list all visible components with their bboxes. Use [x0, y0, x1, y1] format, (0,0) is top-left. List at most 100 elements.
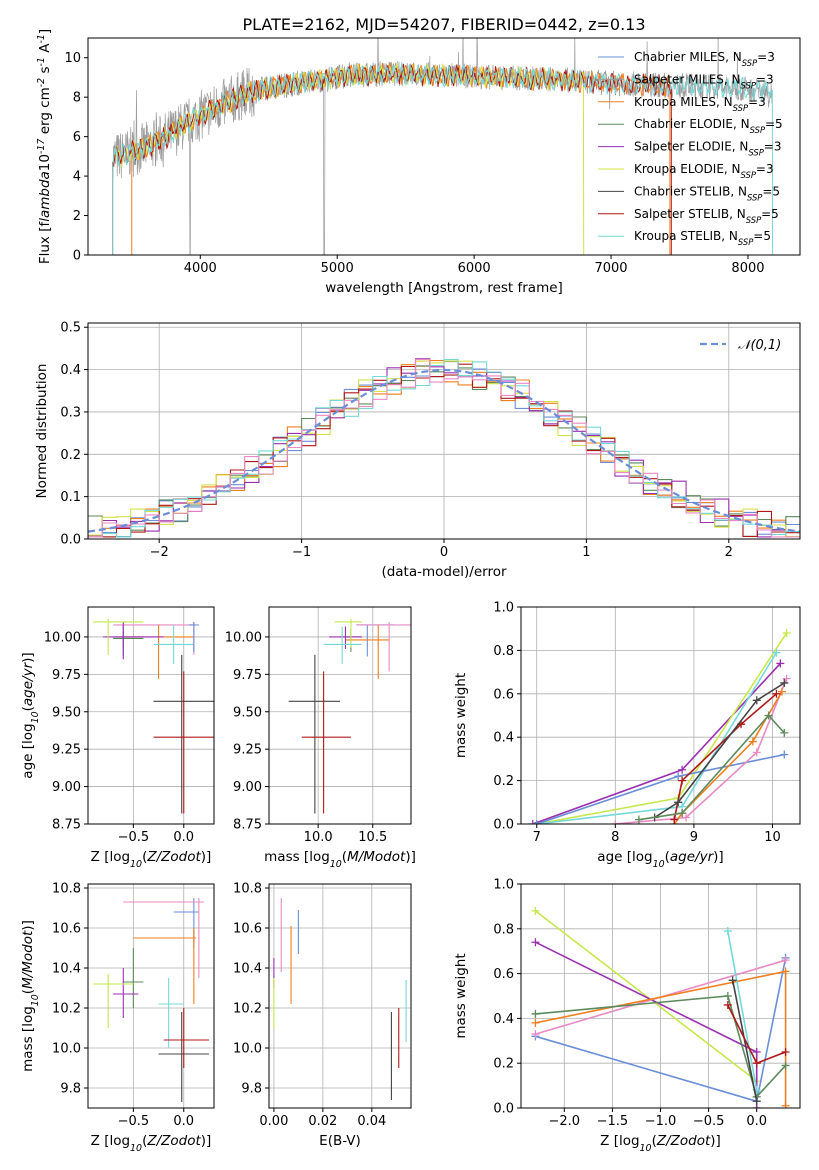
x-tick-label: −1.0: [645, 1114, 677, 1129]
y-tick-label: 1.0: [493, 878, 514, 893]
weight-point-marker: [682, 813, 691, 822]
chart-mass-vs-extinction: 0.00 0.02 0.04 9.8 10.0 10.2 10.4 10.6 10.8 E(B-V…: [233, 882, 412, 1149]
x-tick-label: −0.5: [693, 1114, 725, 1129]
y-tick-label: 9.75: [233, 668, 262, 683]
weight-point-marker: [528, 820, 537, 824]
y-tick-label: 2: [73, 209, 81, 224]
legend-label: Kroupa STELIB, NSSP=5: [634, 229, 771, 247]
model-spectrum-line: [112, 62, 585, 255]
plot-area: [531, 906, 790, 1108]
y-tick-label: 8: [73, 91, 81, 106]
weight-point-marker: [678, 809, 687, 818]
x-tick-label: −0.5: [118, 830, 150, 845]
y-tick-label: 0.4: [60, 363, 81, 378]
legend-label: Salpeter MILES, NSSP=3: [634, 72, 774, 90]
y-tick-label: 9.00: [52, 780, 81, 795]
weight-point-marker: [781, 1061, 790, 1070]
weight-point-marker: [777, 687, 786, 696]
y-tick-label: 0.2: [493, 1057, 514, 1072]
weight-point-marker: [728, 976, 737, 985]
plot-area: [88, 358, 800, 538]
weight-point-marker: [752, 748, 761, 757]
weight-series-line: [615, 678, 788, 824]
weight-point-marker: [752, 1097, 761, 1106]
legend-label: 𝒩(0,1): [738, 338, 781, 353]
legend-label: Chabrier STELIB, NSSP=5: [634, 184, 780, 202]
y-tick-label: 0.0: [60, 533, 81, 548]
weight-series-line: [638, 714, 785, 821]
y-tick-label: 0.0: [493, 818, 514, 833]
weight-point-marker: [782, 629, 791, 638]
y-tick-label: 0.3: [60, 405, 81, 420]
chart-residuals: −2 −1 0 1 2 0.0 0.1 0.2 0.3 0.4 0.5 (data-model)/er…: [34, 321, 801, 580]
chart-weight-vs-metallicity: −2.0 −1.5 −1.0 −0.5 0.0 0.0 0.2 0.4 0.6 0.8 1.0 Z […: [453, 878, 801, 1154]
x-tick-label: 5000: [321, 261, 354, 276]
x-tick-label: 7: [533, 830, 541, 845]
legend-label: Salpeter STELIB, NSSP=5: [634, 207, 779, 225]
y-tick-label: 0.5: [60, 321, 81, 336]
weight-point-marker: [772, 648, 781, 657]
y-tick-label: 9.8: [241, 1082, 262, 1097]
x-tick-label: −0.5: [118, 1114, 150, 1129]
weight-series-line: [535, 995, 787, 1099]
axes-frame: [520, 883, 801, 1109]
y-tick-label: 0.2: [60, 448, 81, 463]
x-tick-label: −1.5: [597, 1114, 629, 1129]
x-tick-label: 6000: [458, 261, 491, 276]
y-tick-label: 9.8: [60, 1082, 81, 1097]
weight-point-marker: [531, 1030, 540, 1039]
residual-histogram-step: [88, 359, 800, 538]
weight-series-line: [654, 682, 785, 819]
x-axis-label: wavelength [Angstrom, rest frame]: [325, 280, 563, 296]
x-tick-label: 0.0: [746, 1114, 767, 1129]
y-tick-label: 0.6: [493, 687, 514, 702]
plot-area: [93, 618, 214, 814]
x-tick-label: 0.02: [308, 1114, 337, 1129]
chart-mass-vs-metallicity: −0.5 0.0 9.8 10.0 10.2 10.4 10.6 10.8 Z [log10(Z…: [20, 882, 215, 1154]
chart-spectrum: 4000 5000 6000 7000 8000 0 2 4 6 8 10 wavelength [A…: [36, 15, 801, 296]
y-axis-label: mass [log10(M/Modot)]: [20, 920, 41, 1072]
weight-point-marker: [531, 906, 540, 915]
y-tick-label: 9.00: [233, 780, 262, 795]
plot-area: [288, 618, 411, 814]
y-tick-label: 10.6: [233, 922, 262, 937]
weight-point-marker: [674, 772, 683, 781]
x-tick-label: −2.0: [549, 1114, 581, 1129]
weight-point-marker: [764, 711, 773, 720]
y-tick-label: 0.4: [493, 1012, 514, 1027]
y-axis-label: mass weight: [453, 673, 469, 758]
weight-point-marker: [780, 678, 789, 687]
y-tick-label: 1.0: [493, 601, 514, 616]
y-tick-label: 0.4: [493, 731, 514, 746]
y-tick-label: 0: [73, 249, 81, 264]
chart-age-vs-metallicity: −0.5 0.0 8.75 9.00 9.25 9.50 9.75 10.00 Z [log10…: [20, 606, 215, 870]
x-axis-label: Z [log10(Z/Zodot)]: [600, 1133, 721, 1154]
y-tick-label: 6: [73, 130, 81, 145]
x-tick-label: 10.0: [304, 830, 333, 845]
y-axis-label: mass weight: [453, 953, 469, 1038]
legend-label: Kroupa MILES, NSSP=3: [634, 95, 766, 113]
y-tick-label: 10.6: [52, 922, 81, 937]
weight-point-marker: [723, 992, 732, 1000]
weight-point-marker: [678, 776, 687, 785]
y-tick-label: 8.75: [233, 818, 262, 833]
x-axis-label: Z [log10(Z/Zodot)]: [91, 849, 212, 870]
plot-area: [93, 898, 209, 1102]
x-tick-label: 10.5: [358, 830, 387, 845]
x-axis-label: mass [log10(M/Modot)]: [264, 849, 416, 870]
y-tick-label: 0.8: [493, 922, 514, 937]
chart-weight-vs-age: 7 8 9 10 0.0 0.2 0.4 0.6 0.8 1.0 age [log10(age/yr…: [453, 601, 801, 870]
y-axis-label: age [log10(age/yr)]: [20, 652, 41, 778]
y-tick-label: 10.4: [52, 962, 81, 977]
y-tick-label: 9.50: [233, 705, 262, 720]
x-axis-label: Z [log10(Z/Zodot)]: [91, 1133, 212, 1154]
y-tick-label: 10.4: [233, 962, 262, 977]
weight-point-marker: [674, 798, 683, 807]
x-tick-label: 8: [611, 830, 619, 845]
y-tick-label: 10.0: [233, 1042, 262, 1057]
weight-point-marker: [781, 967, 790, 976]
chart-title: PLATE=2162, MJD=54207, FIBERID=0442, z=0…: [242, 15, 645, 34]
x-tick-label: 1: [582, 545, 590, 560]
weight-point-marker: [772, 689, 781, 698]
